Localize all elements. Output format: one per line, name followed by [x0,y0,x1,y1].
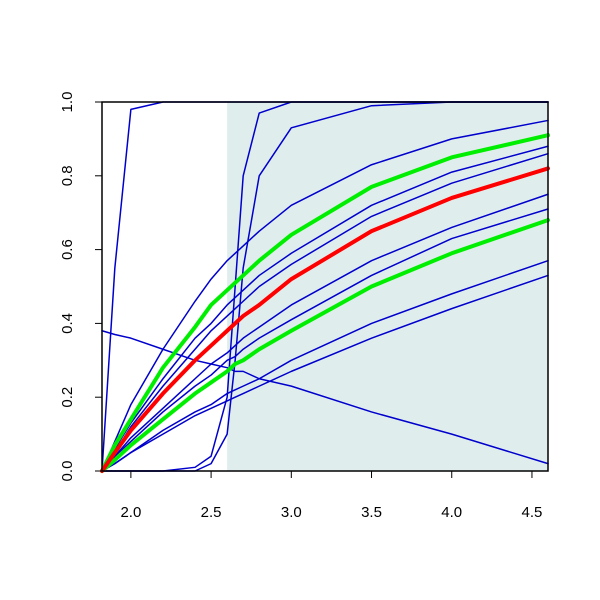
series-line [101,145,549,472]
series-line [101,152,549,472]
series-line [100,133,550,473]
series-line [100,218,550,473]
x-tick-label: 3.0 [281,504,302,521]
x-tick-label: 4.5 [522,504,543,521]
y-tick-label: 0.2 [59,387,76,408]
x-tick-label: 2.5 [201,504,222,521]
series-line [101,274,549,472]
series-line [100,166,550,473]
series-line [101,193,549,472]
plot-box [101,101,549,472]
series-line [101,208,549,472]
y-tick-label: 1.0 [59,92,76,113]
x-tick-label: 3.5 [361,504,382,521]
y-tick-label: 0.0 [59,461,76,482]
x-tick-label: 2.0 [120,504,141,521]
series-line [101,119,549,472]
y-tick-label: 0.6 [59,239,76,260]
y-tick-label: 0.4 [59,313,76,334]
y-tick-label: 0.8 [59,165,76,186]
x-tick-label: 4.0 [441,504,462,521]
